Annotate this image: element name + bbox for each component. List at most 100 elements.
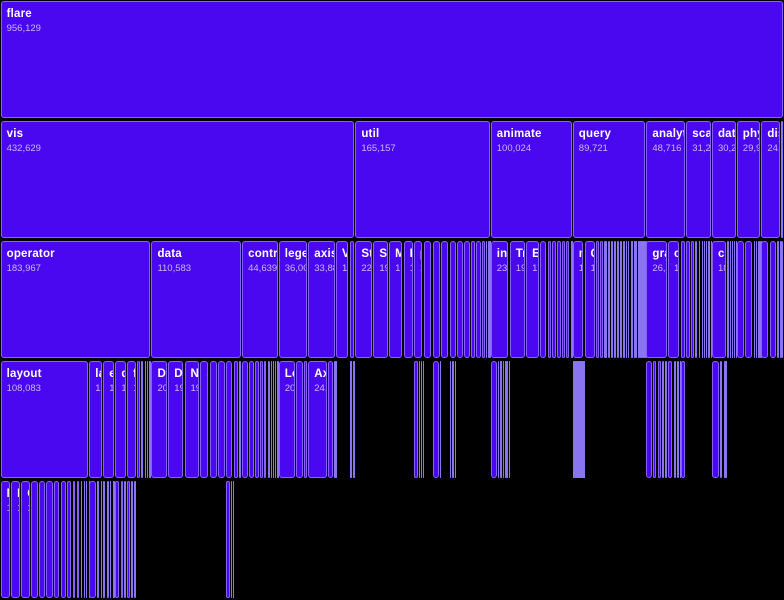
icicle-cell-AgglomerativeCluster[interactable]	[673, 361, 676, 479]
icicle-cell-BifocalDistortion[interactable]	[120, 481, 124, 599]
icicle-cell-Easing[interactable]: Easing 17,010	[526, 241, 539, 359]
icicle-cell-Query[interactable]: Query13,896	[584, 241, 595, 359]
icicle-cell-flex[interactable]	[781, 121, 784, 239]
icicle-cell-legend[interactable]: legend 36,003	[278, 241, 308, 359]
icicle-cell-AxisLayout[interactable]	[67, 481, 72, 599]
icicle-cell-Geometry[interactable]: Geometry10,993	[423, 241, 432, 359]
icicle-cell-StackedAreaLayout[interactable]: StackedAreaLayout9,121	[46, 481, 53, 599]
icicle-cell-GraphMLConverter[interactable]: GraphMLConverter9,800	[711, 361, 719, 479]
icicle-cell-Maths[interactable]: Maths 17,705	[389, 241, 403, 359]
icicle-cell-Distortion[interactable]	[115, 481, 120, 599]
icicle-cell-StackedAreaLabeler[interactable]	[100, 481, 102, 599]
icicle-cell-Scheduler[interactable]	[557, 241, 561, 359]
icicle-cell-converters[interactable]: converters 18,349	[711, 241, 726, 359]
icicle-cell-IcicleTreeLayout[interactable]	[72, 481, 76, 599]
icicle-cell-IScaleMap[interactable]	[706, 241, 707, 359]
icicle-cell-display[interactable]: display 24,254	[761, 121, 781, 239]
icicle-cell-graph[interactable]: graph 26,435	[646, 241, 667, 359]
icicle-cell-Particle[interactable]	[753, 241, 755, 359]
icicle-cell-Tween[interactable]	[547, 241, 552, 359]
icicle-cell-DataEvent[interactable]	[349, 361, 351, 479]
icicle-cell-Displays[interactable]: Displays12,555	[403, 241, 413, 359]
icicle-cell-HierarchicalCluster[interactable]	[668, 361, 673, 479]
icicle-cell-axis[interactable]: axis 33,886	[308, 241, 335, 359]
icicle-cell-Layout[interactable]: Layout7,881	[60, 481, 66, 599]
icicle-cell-LogScale[interactable]	[701, 241, 703, 359]
icicle-cell-RadialTreeLayout[interactable]: RadialTreeLayout12,348	[11, 481, 21, 599]
icicle-cell-analytics[interactable]: analytics 48,716	[646, 121, 686, 239]
icicle-cell-CompositeExpression[interactable]	[617, 241, 620, 359]
icicle-cell-Colors[interactable]: Colors10,001	[441, 241, 449, 359]
icicle-cell-DataSource[interactable]	[727, 241, 729, 359]
icicle-cell-RadialLabeler[interactable]	[97, 481, 100, 599]
icicle-cell-QuantitativeScale[interactable]	[691, 241, 694, 359]
icicle-cell-events[interactable]	[349, 241, 355, 359]
icicle-cell-Dates[interactable]: Dates8,217	[464, 241, 470, 359]
icicle-cell-Sequence[interactable]	[561, 241, 566, 359]
icicle-cell-Arithmetic[interactable]	[611, 241, 614, 359]
icicle-cell-ColorPalette[interactable]	[413, 361, 418, 479]
icicle-cell-BetweennessCentrality[interactable]	[662, 361, 665, 479]
icicle-cell-Strings[interactable]: Strings 22,026	[355, 241, 373, 359]
icicle-cell-Spring[interactable]	[755, 241, 757, 359]
icicle-cell-operator[interactable]: operator 183,967	[0, 241, 151, 359]
icicle-cell-If[interactable]	[628, 241, 630, 359]
icicle-cell-SizePalette[interactable]	[419, 361, 420, 479]
icicle-cell-DataSprite[interactable]: DataSprite10,349	[209, 361, 217, 479]
icicle-cell-LegendItem[interactable]	[304, 361, 308, 479]
icicle-cell-GraphDistanceFilter[interactable]	[134, 481, 136, 599]
icicle-cell-render[interactable]: render8,867	[226, 361, 233, 479]
icicle-cell-OperatorSwitch[interactable]	[144, 361, 146, 479]
icicle-cell-scale[interactable]: scale 31,294	[686, 121, 711, 239]
icicle-cell-DendrogramLayout[interactable]	[76, 481, 80, 599]
icicle-cell-Labeler[interactable]: Labeler9,956	[89, 481, 97, 599]
icicle-cell-DataList[interactable]: DataList 19,788	[168, 361, 184, 479]
icicle-cell-CircleLayout[interactable]: CircleLayout9,317	[31, 481, 38, 599]
icicle-cell-query[interactable]: query 89,721	[572, 121, 646, 239]
icicle-cell-Fn[interactable]	[623, 241, 625, 359]
icicle-cell-animate[interactable]: animate 100,024	[490, 121, 572, 239]
icicle-cell-CartesianAxes[interactable]	[328, 361, 333, 479]
icicle-cell-Legend[interactable]: Legend 20,859	[278, 361, 295, 479]
icicle-cell-SparseMatrix[interactable]	[449, 361, 452, 479]
icicle-cell-Shapes[interactable]: Shapes 19,118	[373, 241, 388, 359]
icicle-cell-util[interactable]: util 165,157	[355, 121, 490, 239]
icicle-cell-ColorEncoder[interactable]	[109, 481, 112, 599]
icicle-cell-DateUtil[interactable]	[604, 241, 607, 359]
icicle-cell-Visualization[interactable]: Visualization 16,540	[336, 241, 349, 359]
icicle-cell-Encoder[interactable]	[106, 481, 109, 599]
icicle-cell-ShortestPaths[interactable]	[652, 361, 657, 479]
icicle-cell-CirclePackingLayout[interactable]: CirclePackingLayout12,003	[21, 481, 30, 599]
icicle-cell-PanZoomControl[interactable]	[255, 361, 259, 479]
icicle-cell-DragControl[interactable]	[273, 361, 275, 479]
icicle-cell-FlareVis[interactable]	[781, 241, 784, 359]
icicle-cell-physics[interactable]: physics 29,934	[736, 121, 761, 239]
icicle-cell-QuantileScale[interactable]	[704, 241, 706, 359]
icicle-cell-EdgeRenderer[interactable]	[226, 481, 230, 599]
icicle-cell-Operator[interactable]	[146, 361, 148, 479]
icicle-cell-CommunityStructure[interactable]	[676, 361, 679, 479]
icicle-cell-JSONConverter[interactable]	[723, 361, 725, 479]
icicle-cell-EdgeSprite[interactable]	[239, 361, 241, 479]
icicle-cell-Parallel[interactable]	[566, 241, 570, 359]
icicle-cell-Property[interactable]	[481, 241, 486, 359]
icicle-cell-ExpressionIterator[interactable]	[620, 241, 623, 359]
icicle-cell-ForceDirectedLayout[interactable]: ForceDirectedLayout8,411	[53, 481, 60, 599]
icicle-cell-interpolate[interactable]: interpolate 23,081	[490, 241, 509, 359]
icicle-cell-controls[interactable]: controls 44,639	[242, 241, 278, 359]
icicle-cell-ShapeRenderer[interactable]	[230, 481, 232, 599]
icicle-cell-heap[interactable]: heap10,587	[432, 241, 441, 359]
icicle-cell-Scale[interactable]	[695, 241, 698, 359]
icicle-cell-DataUtil[interactable]	[729, 241, 732, 359]
icicle-cell-Sort[interactable]	[470, 241, 476, 359]
icicle-cell-math[interactable]: math9,346	[449, 241, 457, 359]
icicle-cell-methods[interactable]: methods 14,326	[572, 241, 584, 359]
icicle-cell-OperatorList[interactable]	[136, 361, 140, 479]
icicle-cell-FisheyeDistortion[interactable]	[124, 481, 126, 599]
icicle-cell-distortion[interactable]: distortion14,219	[115, 361, 126, 479]
icicle-cell-FibonacciHeap[interactable]: FibonacciHeap9,354	[432, 361, 440, 479]
icicle-cell-AnchorControl[interactable]	[275, 361, 276, 479]
icicle-cell-SpanningTree[interactable]	[665, 361, 667, 479]
icicle-cell-Comparison[interactable]	[600, 241, 604, 359]
icicle-cell-FisheyeTreeFilter[interactable]	[127, 481, 131, 599]
